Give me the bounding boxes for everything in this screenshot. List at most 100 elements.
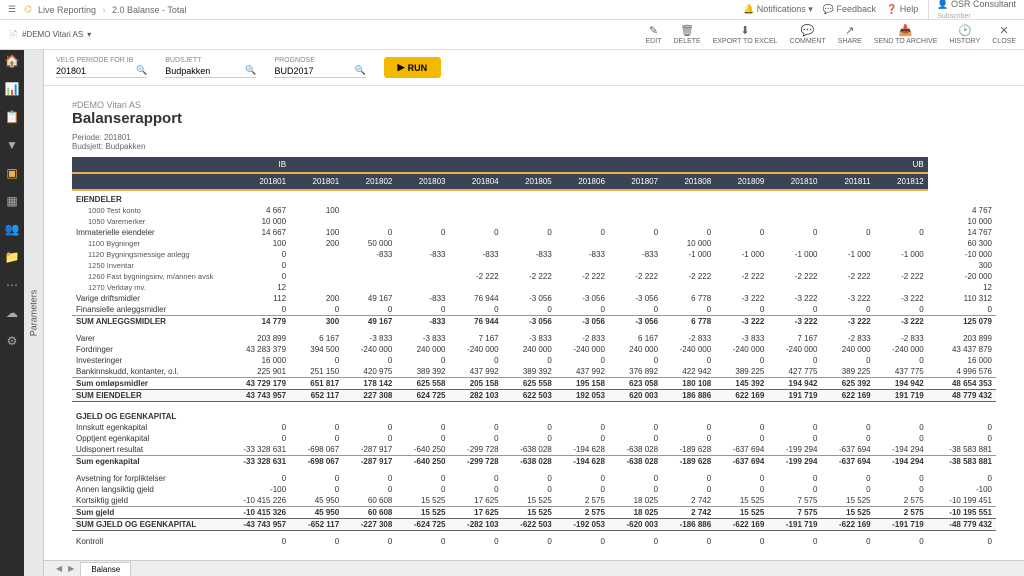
cell: 0 [343, 227, 396, 238]
rail-report-icon[interactable]: ▣ [6, 166, 17, 180]
cell: 49 167 [343, 293, 396, 304]
rail-cloud-icon[interactable]: ☁ [6, 306, 18, 320]
cell: -199 294 [768, 444, 821, 456]
cell: 0 [768, 355, 821, 366]
cell: 203 899 [222, 333, 290, 344]
doc-selector[interactable]: 📄 #DEMO Vitari AS ▾ [8, 30, 91, 39]
cell: 49 167 [343, 316, 396, 328]
cell: -299 728 [449, 455, 502, 467]
cell: -3 056 [556, 293, 609, 304]
history-button[interactable]: 🕑HISTORY [949, 24, 980, 45]
rail-folder-icon[interactable]: 📁 [5, 250, 20, 264]
cell: 50 000 [343, 238, 396, 249]
cell: 43 743 957 [222, 390, 290, 402]
cell [875, 282, 928, 293]
cell: -3 056 [609, 316, 662, 328]
report-area[interactable]: #DEMO Vitari AS Balanserapport Periode: … [44, 86, 1024, 576]
edit-button[interactable]: ✎EDIT [646, 24, 662, 45]
cell [449, 260, 502, 271]
cell: 0 [343, 304, 396, 316]
params-tab[interactable]: Parameters [24, 50, 44, 576]
cell: 0 [609, 484, 662, 495]
cell: 0 [449, 536, 502, 547]
cell: -638 028 [609, 455, 662, 467]
rail-table-icon[interactable]: ▦ [6, 194, 17, 208]
cell: -3 222 [715, 316, 768, 328]
cell: 12 [222, 282, 290, 293]
row-label: 1120 Bygningsmessige anlegg [72, 249, 222, 260]
tab-balanse[interactable]: Balanse [80, 562, 131, 576]
cell: -194 628 [556, 455, 609, 467]
cell: 18 025 [609, 495, 662, 507]
cell: 0 [821, 536, 874, 547]
cell: 0 [715, 227, 768, 238]
cell: 0 [222, 249, 290, 260]
cell: 10 000 [662, 238, 715, 249]
rail-gear-icon[interactable]: ⚙ [7, 334, 18, 348]
cell: 0 [662, 473, 715, 484]
menu-icon[interactable]: ☰ [8, 4, 16, 15]
doc-name: #DEMO Vitari AS [22, 30, 83, 39]
cell: 0 [449, 355, 502, 366]
cell: 0 [875, 433, 928, 444]
cell [396, 271, 449, 282]
cell: 0 [556, 473, 609, 484]
cell: 192 053 [556, 390, 609, 402]
rail-users-icon[interactable]: 👥 [5, 222, 20, 236]
search-icon[interactable]: 🔍 [136, 65, 147, 76]
cell: 12 [928, 282, 996, 293]
archive-button[interactable]: 📥SEND TO ARCHIVE [874, 24, 938, 45]
rail-filter-icon[interactable]: ▼ [6, 138, 18, 152]
rail-dash-icon[interactable]: 📊 [5, 82, 20, 96]
rail-more-icon[interactable]: ⋯ [6, 278, 18, 292]
cell: 0 [503, 304, 556, 316]
cell: 240 000 [396, 344, 449, 355]
cell: 178 142 [343, 378, 396, 390]
close-button[interactable]: ✕CLOSE [992, 24, 1016, 45]
cell [290, 271, 343, 282]
cell: 191 719 [875, 390, 928, 402]
cell: -3 222 [821, 316, 874, 328]
toolbar: 📄 #DEMO Vitari AS ▾ ✎EDIT 🗑DELETE ⬇EXPOR… [0, 20, 1024, 50]
tab-prev[interactable]: ◀ [56, 564, 62, 573]
search-icon[interactable]: 🔍 [354, 65, 365, 76]
budsjett-input[interactable] [165, 66, 245, 76]
cell [556, 282, 609, 293]
search-icon[interactable]: 🔍 [245, 65, 256, 76]
cell: 0 [662, 227, 715, 238]
cell: -3 222 [821, 293, 874, 304]
cell: 10 000 [928, 216, 996, 227]
cell: -287 917 [343, 455, 396, 467]
notifications[interactable]: 🔔 Notifications ▾ [743, 4, 813, 15]
cell: 15 525 [396, 506, 449, 518]
feedback[interactable]: 💬 Feedback [823, 4, 876, 15]
row-label: Finansielle anleggsmidler [72, 304, 222, 316]
cell: 0 [290, 422, 343, 433]
breadcrumb-a[interactable]: Live Reporting [38, 5, 96, 15]
cell: 0 [222, 433, 290, 444]
cell: 125 079 [928, 316, 996, 328]
cell [556, 238, 609, 249]
cell: -3 833 [503, 333, 556, 344]
left-rail: 🏠 📊 📋 ▼ ▣ ▦ 👥 📁 ⋯ ☁ ⚙ [0, 50, 24, 576]
report-meta: Periode: 201801 Budsjett: Budpakken [72, 133, 996, 151]
help[interactable]: ❓ Help [886, 4, 918, 15]
run-button[interactable]: ▶ RUN [384, 57, 441, 78]
export-button[interactable]: ⬇EXPORT TO EXCEL [713, 24, 778, 45]
prognose-input[interactable] [274, 66, 354, 76]
cell: -191 719 [768, 518, 821, 530]
delete-button[interactable]: 🗑DELETE [673, 24, 700, 45]
comment-button[interactable]: 💬COMMENT [790, 24, 826, 45]
report-subtitle: #DEMO Vitari AS [72, 100, 996, 110]
share-button[interactable]: ↗SHARE [838, 24, 862, 45]
cell: -622 169 [821, 518, 874, 530]
cell: 0 [875, 484, 928, 495]
tab-next[interactable]: ▶ [68, 564, 74, 573]
row-label: Fordringer [72, 344, 222, 355]
rail-home-icon[interactable]: 🏠 [5, 54, 20, 68]
user-menu[interactable]: 👤 OSR ConsultantSubscriber [928, 0, 1016, 20]
periode-input[interactable] [56, 66, 136, 76]
breadcrumb-b[interactable]: 2.0 Balanse - Total [112, 5, 186, 15]
rail-doc-icon[interactable]: 📋 [5, 110, 20, 124]
cell: 0 [396, 536, 449, 547]
